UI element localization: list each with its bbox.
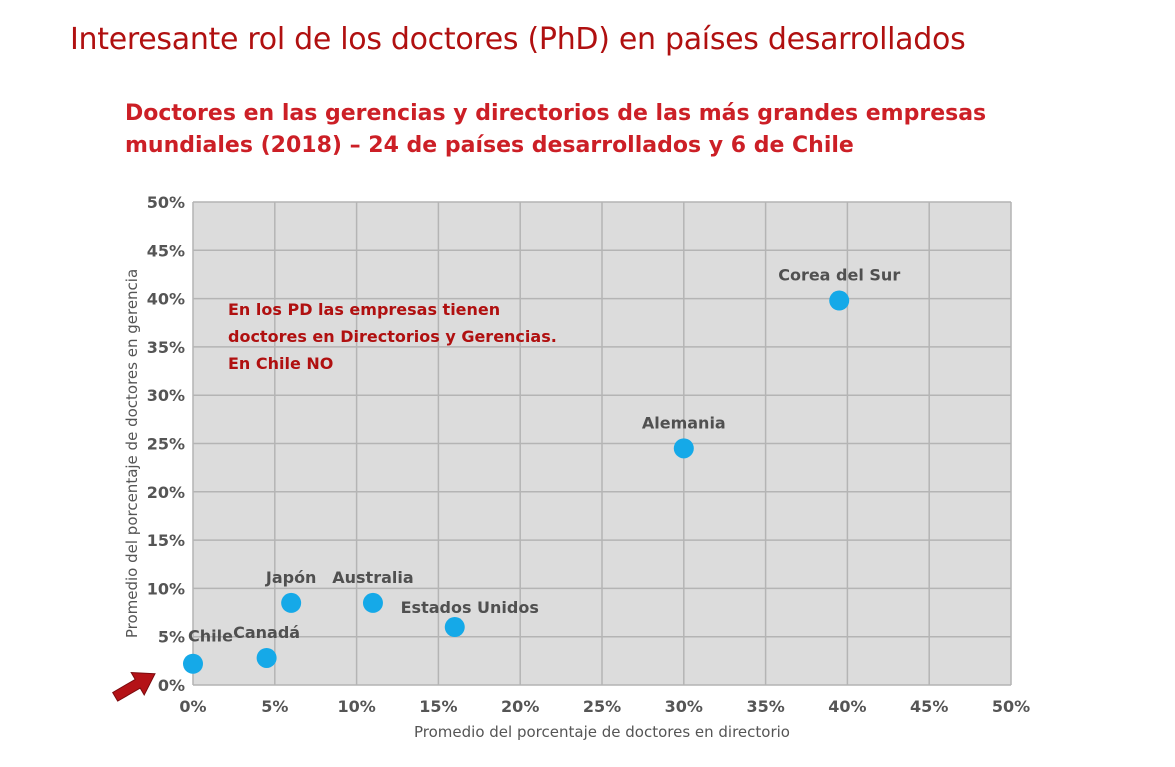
point-labels: Chile Canadá Japón Australia Estados Unidos A… [188, 266, 900, 646]
point-label: Estados Unidos [401, 598, 539, 617]
point-label: Chile [188, 627, 233, 646]
point-label: Canadá [233, 623, 300, 642]
data-point [673, 438, 694, 459]
x-axis-title: Promedio del porcentaje de doctores en d… [414, 723, 790, 741]
x-tick-label: 20% [501, 697, 539, 716]
y-tick-label: 30% [147, 386, 185, 405]
data-point [281, 592, 302, 613]
data-point [183, 653, 203, 674]
x-tick-label: 30% [665, 697, 703, 716]
y-tick-label: 35% [147, 338, 185, 357]
y-axis-ticks: 0% 5% 10% 15% 20% 25% 30% 35% 40% 45% 50% [147, 193, 185, 695]
data-point [444, 617, 465, 638]
y-axis-title: Promedio del porcentaje de doctores en g… [123, 269, 141, 638]
highlight-arrow-icon [112, 671, 156, 702]
slide-title: Interesante rol de los doctores (PhD) en… [70, 22, 966, 57]
x-axis-ticks: 0% 5% 10% 15% 20% 25% 30% 35% 40% 45% 50% [179, 697, 1030, 716]
x-tick-label: 0% [179, 697, 206, 716]
point-label: Corea del Sur [778, 266, 900, 285]
y-tick-label: 10% [147, 579, 185, 598]
annotation-line-1: En los PD las empresas tienen [228, 300, 501, 319]
point-label: Japón [265, 568, 317, 587]
y-tick-label: 40% [147, 290, 185, 309]
x-tick-label: 50% [992, 697, 1030, 716]
point-label: Australia [332, 568, 413, 587]
y-tick-label: 45% [147, 241, 185, 260]
chart-title: Doctores en las gerencias y directorios … [125, 98, 1045, 162]
annotation-line-2: doctores en Directorios y Gerencias. [228, 327, 557, 346]
x-tick-label: 10% [337, 697, 375, 716]
data-points [183, 290, 850, 674]
grid-lines [192, 201, 1012, 686]
data-point [829, 290, 850, 311]
x-tick-label: 25% [583, 697, 621, 716]
data-point [362, 592, 383, 613]
y-tick-label: 25% [147, 435, 185, 454]
x-tick-label: 40% [828, 697, 866, 716]
chart-title-line-2: mundiales (2018) – 24 de países desarrol… [125, 133, 854, 158]
x-tick-label: 5% [261, 697, 288, 716]
data-point [256, 647, 277, 668]
chart-title-line-1: Doctores en las gerencias y directorios … [125, 101, 987, 126]
point-label: Alemania [642, 413, 726, 432]
y-tick-label: 0% [158, 676, 185, 695]
y-tick-label: 5% [158, 628, 185, 647]
y-tick-label: 20% [147, 483, 185, 502]
y-tick-label: 15% [147, 531, 185, 550]
annotation-line-3: En Chile NO [228, 354, 334, 373]
x-tick-label: 35% [746, 697, 784, 716]
x-tick-label: 15% [419, 697, 457, 716]
annotation-box: En los PD las empresas tienen doctores e… [228, 296, 557, 377]
x-tick-label: 45% [910, 697, 948, 716]
y-tick-label: 50% [147, 193, 185, 212]
